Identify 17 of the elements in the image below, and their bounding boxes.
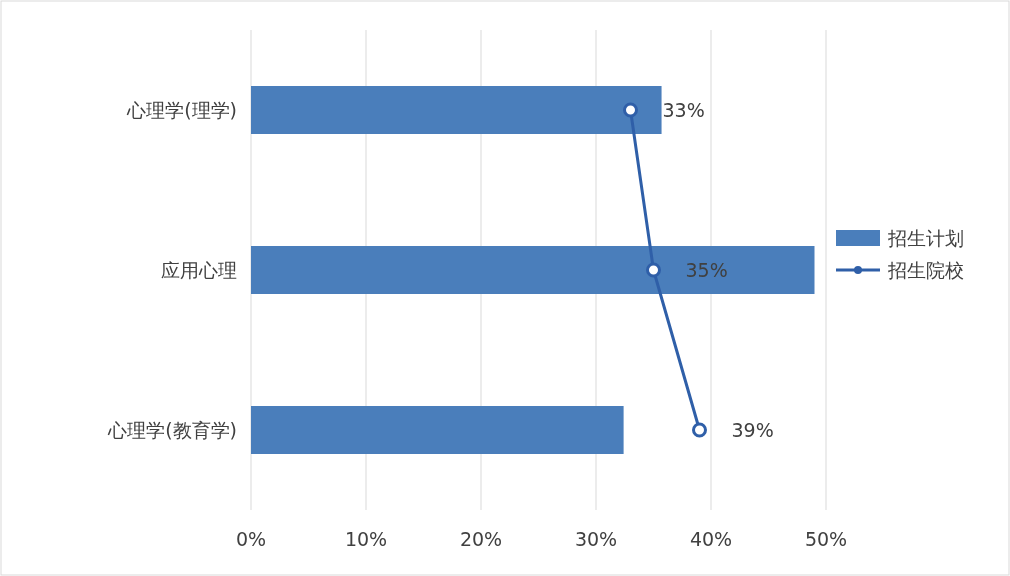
y-tick-label: 心理学(教育学)	[107, 419, 237, 441]
x-tick-label: 20%	[459, 528, 503, 550]
bar	[251, 246, 815, 294]
x-tick-label: 0%	[235, 528, 267, 550]
y-tick-label: 心理学(理学)	[126, 99, 237, 121]
x-tick-label: 30%	[574, 528, 618, 550]
legend-label: 招生院校	[887, 259, 964, 281]
data-label: 35%	[685, 259, 728, 281]
x-tick-label: 40%	[689, 528, 733, 550]
legend-label: 招生计划	[887, 227, 964, 249]
data-label: 39%	[731, 419, 774, 441]
data-label: 33%	[662, 99, 705, 121]
bar	[251, 86, 662, 134]
x-tick-label: 50%	[804, 528, 848, 550]
y-tick-label: 应用心理	[161, 259, 237, 281]
bar	[251, 406, 624, 454]
x-tick-label: 10%	[344, 528, 388, 550]
